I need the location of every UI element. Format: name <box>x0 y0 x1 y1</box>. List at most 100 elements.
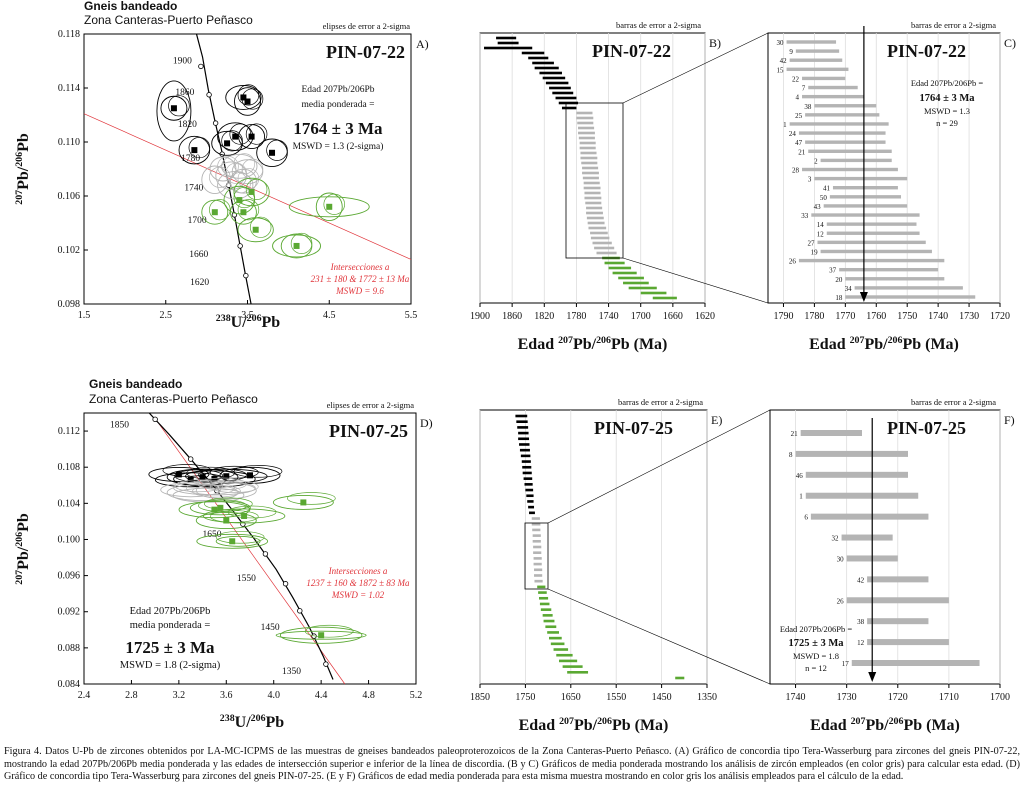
figure-canvas: 1.5 2.5 3.5 4.5 5.5 0.098 0.102 0.106 0.110 0.114… <box>14 0 1016 734</box>
y-tick-label: 0.102 <box>58 245 81 256</box>
error-bar <box>532 528 541 532</box>
error-bar <box>522 465 532 469</box>
panel-label: D) <box>420 416 433 430</box>
analysis-label: 37 <box>829 267 837 275</box>
intercept-text: MSWD = 1.02 <box>331 590 385 600</box>
x-axis-label: Edad 207Pb/206Pb (Ma) <box>519 716 669 734</box>
x-tick-label: 1790 <box>773 311 793 322</box>
age-box-line: Edad 207Pb/206Pb <box>301 85 374 95</box>
concordia-age-marker <box>282 581 289 587</box>
error-bar <box>579 141 596 145</box>
x-tick-label: 1740 <box>786 692 806 703</box>
error-bar <box>542 76 566 80</box>
error-bar <box>789 122 889 126</box>
data-point <box>223 473 230 480</box>
error-bar <box>549 636 562 640</box>
x-tick-label: 2.8 <box>125 690 138 701</box>
analysis-label: 21 <box>798 148 806 156</box>
error-ellipse <box>290 232 313 254</box>
error-bar <box>556 653 573 657</box>
error-bar <box>829 195 902 199</box>
age-box-line: media ponderada = <box>302 100 375 110</box>
error-bar <box>823 204 908 208</box>
error-bar <box>531 522 541 526</box>
intercept-text: MSWD = 9.6 <box>335 286 384 296</box>
error-bar <box>841 534 893 541</box>
panel-label: C) <box>1004 36 1016 50</box>
chart-title: Gneis bandeado <box>89 377 182 391</box>
analysis-label: 17 <box>842 660 850 668</box>
error-ellipse <box>245 123 268 145</box>
sample-id: PIN-07-22 <box>592 41 671 61</box>
intercept-text: 231 ± 180 & 1772 ± 13 Ma <box>311 274 410 284</box>
error-bar <box>528 56 549 60</box>
analysis-label: 1 <box>799 493 803 501</box>
analysis-label: 15 <box>777 66 785 74</box>
error-bar <box>628 286 657 290</box>
error-ellipse <box>272 494 334 510</box>
error-bar <box>832 186 898 190</box>
x-axis-label: Edad 207Pb/206Pb (Ma) <box>810 716 960 734</box>
error-ellipse <box>288 196 370 218</box>
error-bar <box>582 171 599 175</box>
error-ellipse <box>209 156 237 182</box>
error-ellipse <box>192 484 241 498</box>
error-ellipse <box>238 124 266 150</box>
error-bar <box>802 76 846 81</box>
error-bar <box>786 40 837 44</box>
error-bar <box>808 85 858 90</box>
x-tick-label: 1760 <box>866 311 886 322</box>
error-bar <box>851 660 980 666</box>
error-ellipse <box>160 95 188 121</box>
error-ellipse <box>241 88 264 110</box>
data-point <box>326 203 333 210</box>
analysis-label: 41 <box>823 185 831 193</box>
error-ellipse <box>209 480 259 493</box>
x-tick-label: 3.5 <box>241 310 254 321</box>
age-box-line: Edad 207Pb/206Pb <box>130 606 211 617</box>
error-bar <box>786 67 849 72</box>
error-bar <box>820 249 932 254</box>
analysis-label: 2 <box>814 157 818 165</box>
error-bar <box>584 191 601 195</box>
analysis-label: 8 <box>789 451 793 459</box>
sample-id: PIN-07-25 <box>329 421 408 441</box>
error-bar <box>582 176 599 180</box>
error-bar <box>532 61 554 65</box>
data-point <box>199 474 206 481</box>
error-ellipse <box>234 87 261 116</box>
age-box-line: MSWD = 1.8 (2-sigma) <box>120 660 221 671</box>
x-tick-label: 1750 <box>897 311 917 322</box>
error-ellipse <box>186 482 235 495</box>
error-note: elipses de error a 2-sigma <box>323 21 411 31</box>
error-bar <box>558 659 578 663</box>
mean-box-line: n = 12 <box>805 663 827 673</box>
data-point <box>191 147 198 154</box>
error-ellipse <box>279 626 363 644</box>
y-axis-label: 207Pb/206Pb <box>14 133 32 205</box>
error-bar <box>532 540 541 543</box>
error-bar <box>675 676 685 680</box>
error-bar <box>496 36 517 40</box>
error-bar <box>854 286 963 290</box>
analysis-label: 25 <box>795 112 803 120</box>
analysis-label: 21 <box>791 430 799 438</box>
error-ellipse <box>233 177 270 207</box>
x-tick-label: 1350 <box>697 692 717 703</box>
discordia-line <box>154 418 346 685</box>
mean-box-line: MSWD = 1.8 <box>793 651 839 661</box>
x-tick-label: 1740 <box>599 311 619 322</box>
error-note: barras de error a 2-sigma <box>616 20 701 30</box>
concordia-age-label: 1450 <box>261 623 280 633</box>
error-bar <box>521 51 545 55</box>
error-bar <box>534 568 543 572</box>
concordia-age-marker <box>188 456 194 462</box>
error-ellipse <box>148 466 210 482</box>
age-box-line: MSWD = 1.3 (2-sigma) <box>293 141 384 152</box>
x-tick-label: 1750 <box>515 692 535 703</box>
error-bar <box>584 196 602 200</box>
error-bar <box>525 488 534 492</box>
panel-label: E) <box>711 413 722 427</box>
mean-box-line: Edad 207Pb/206Pb = <box>780 624 853 634</box>
error-ellipse <box>156 80 192 142</box>
